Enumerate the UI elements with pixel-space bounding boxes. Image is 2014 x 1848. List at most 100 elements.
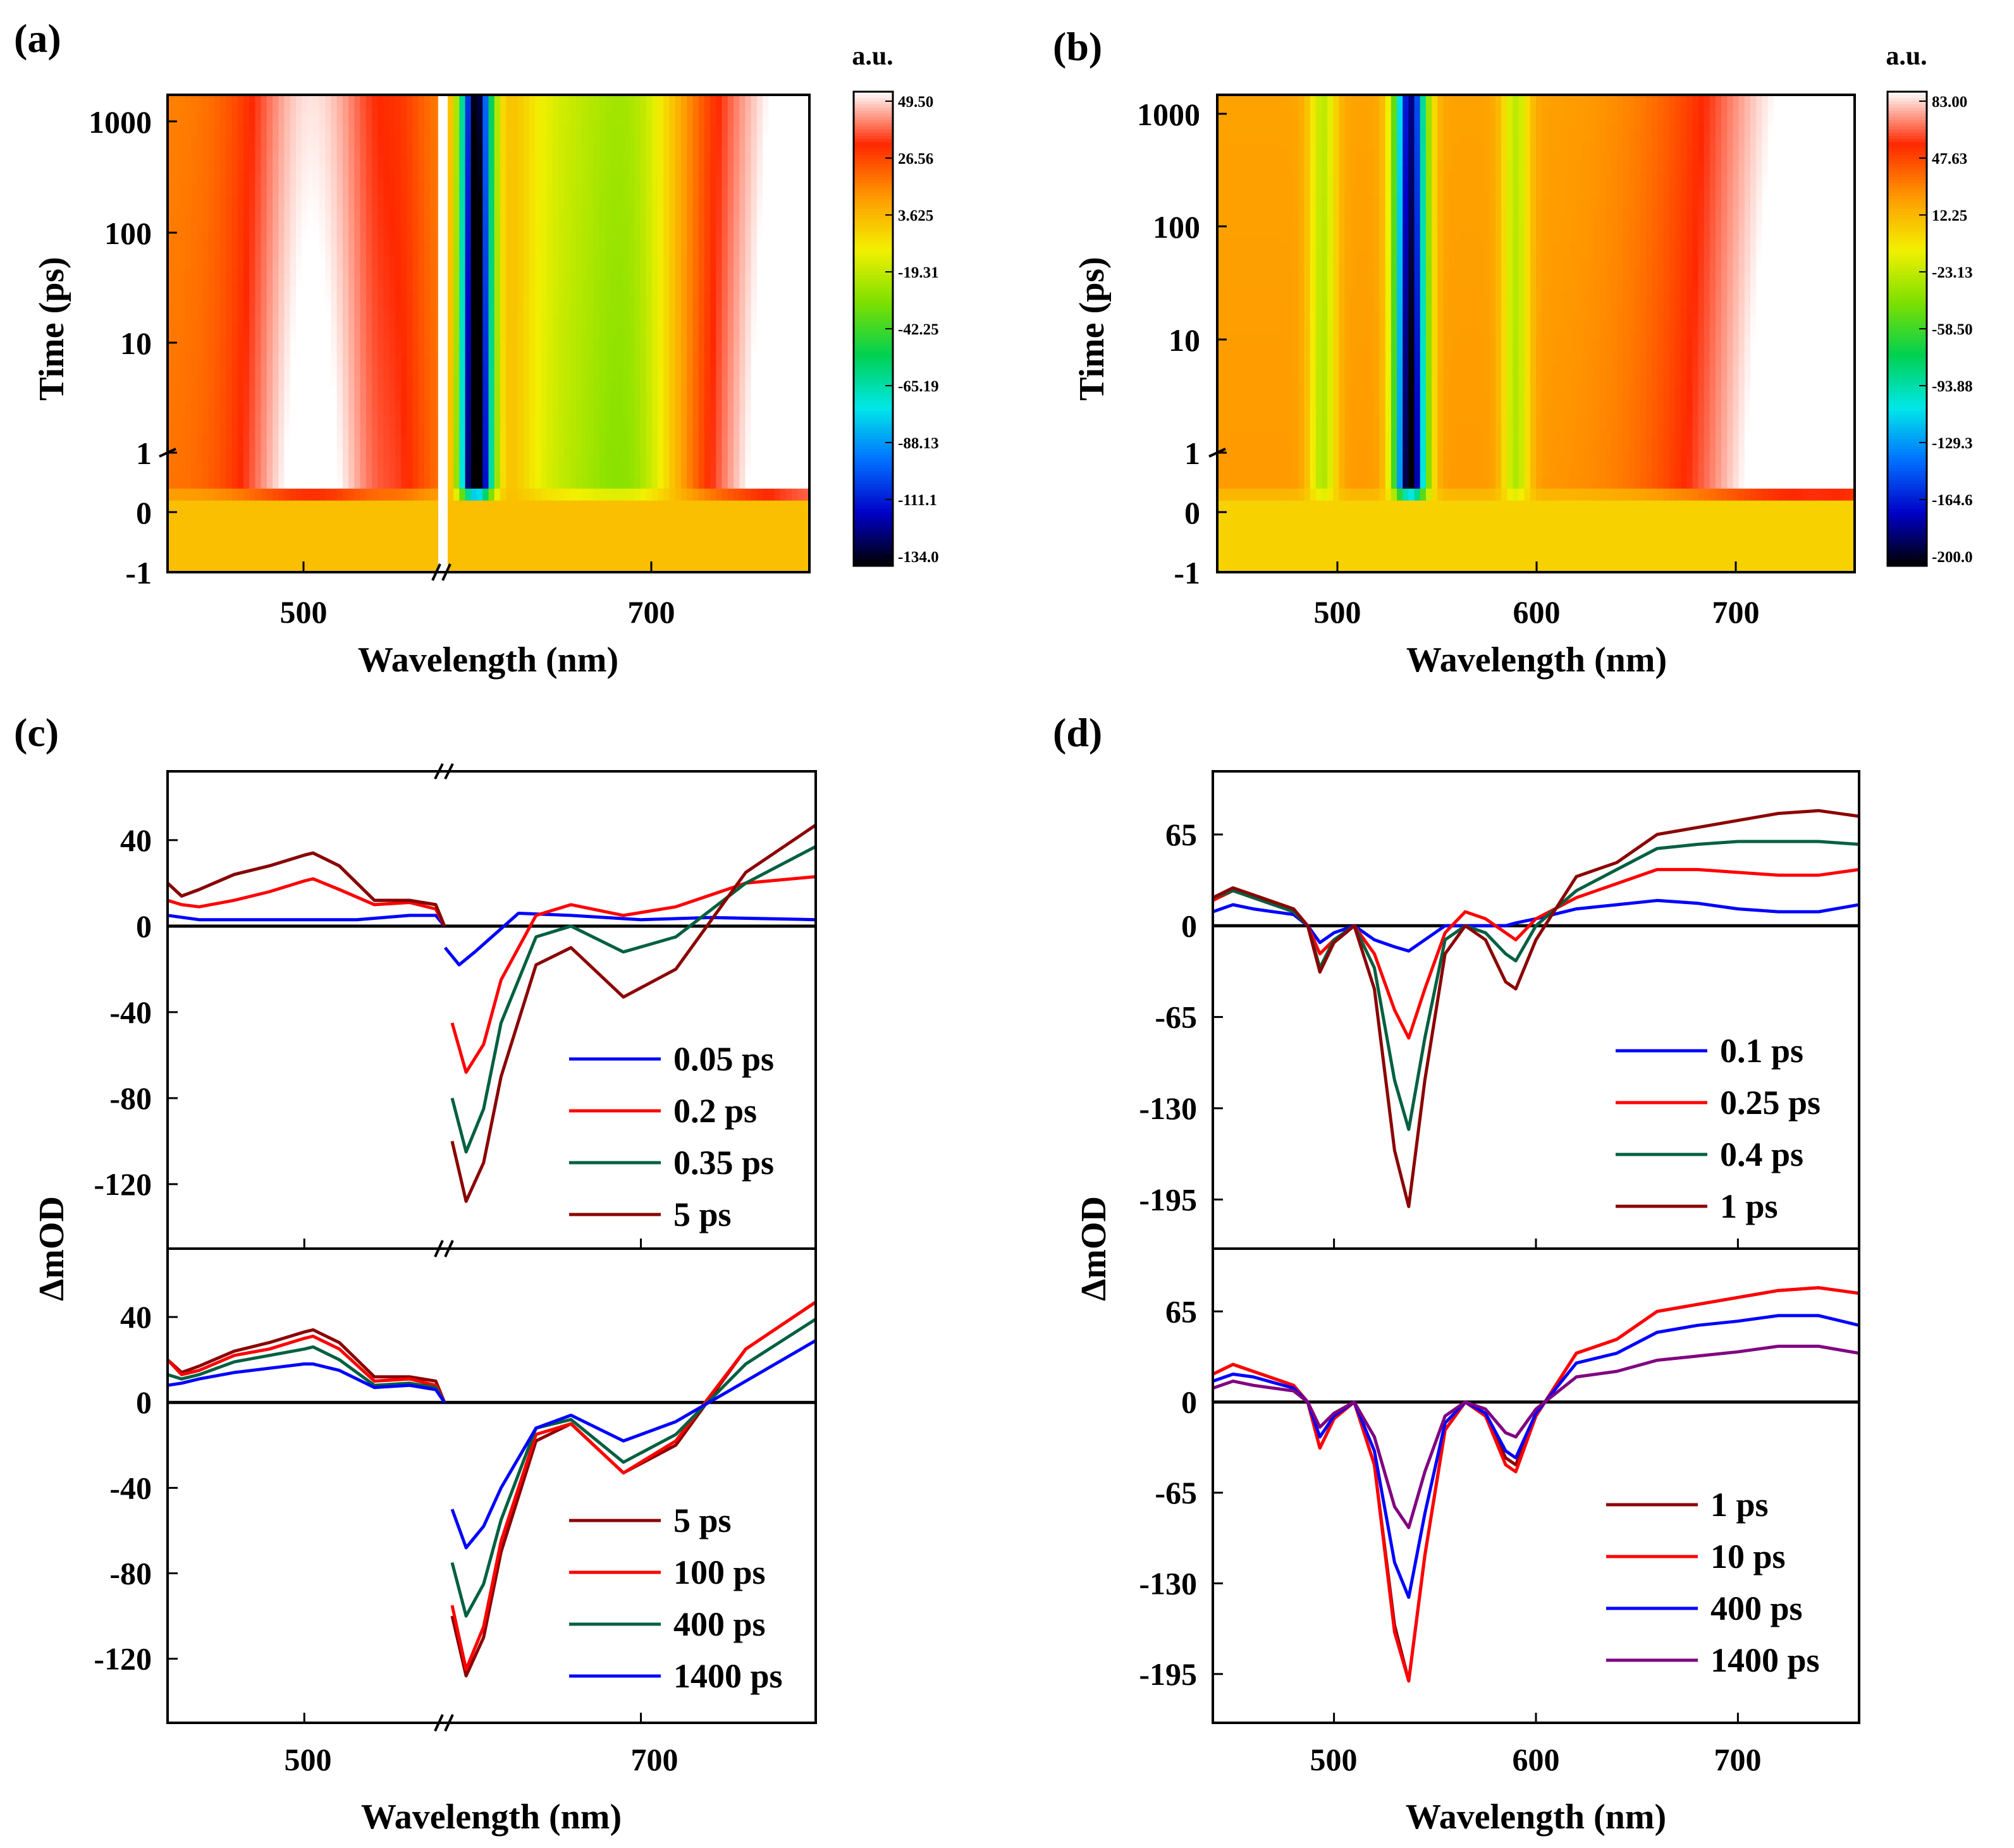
heatmap-cell <box>512 399 519 406</box>
heatmap-cell <box>465 321 472 328</box>
heatmap-cell <box>348 214 355 221</box>
heatmap-cell <box>237 393 244 400</box>
heatmap-cell <box>453 357 460 364</box>
heatmap-cell <box>447 482 454 489</box>
heatmap-cell <box>173 518 180 525</box>
heatmap-cell <box>208 101 215 107</box>
heatmap-cell <box>243 434 250 442</box>
heatmap-cell <box>529 148 536 156</box>
heatmap-cell <box>185 369 192 376</box>
heatmap-cell <box>261 243 267 251</box>
heatmap-cell <box>512 178 519 185</box>
heatmap-cell <box>226 506 233 513</box>
heatmap-cell <box>389 351 396 358</box>
heatmap-cell <box>202 465 209 472</box>
heatmap-cell <box>202 262 209 269</box>
heatmap-cell <box>477 429 484 436</box>
heatmap-cell <box>453 470 460 477</box>
heatmap-cell <box>360 411 367 418</box>
heatmap-cell <box>430 327 437 334</box>
heatmap-cell <box>500 255 507 263</box>
heatmap-cell <box>190 166 197 173</box>
heatmap-cell <box>168 327 175 334</box>
heatmap-cell <box>226 202 233 209</box>
heatmap-cell <box>512 220 519 227</box>
heatmap-cell <box>261 208 267 215</box>
heatmap-cell <box>214 446 221 454</box>
heatmap-cell <box>494 106 501 114</box>
heatmap-cell <box>302 351 309 358</box>
heatmap-cell <box>296 106 303 114</box>
heatmap-cell <box>202 494 209 501</box>
heatmap-cell <box>296 446 303 454</box>
heatmap-cell <box>208 554 215 561</box>
heatmap-cell <box>371 202 378 209</box>
heatmap-cell <box>517 113 524 119</box>
heatmap-cell <box>173 238 180 245</box>
heatmap-cell <box>266 101 273 107</box>
heatmap-cell <box>407 470 414 477</box>
heatmap-cell <box>214 542 221 549</box>
heatmap-cell <box>290 482 297 489</box>
heatmap-cell <box>255 250 262 257</box>
heatmap-cell <box>237 202 244 209</box>
heatmap-cell <box>319 172 326 179</box>
heatmap-cell <box>488 190 495 197</box>
heatmap-cell <box>325 333 332 340</box>
heatmap-cell <box>231 166 238 173</box>
heatmap-cell <box>202 446 209 454</box>
heatmap-cell <box>430 286 437 293</box>
heatmap-cell <box>331 369 338 376</box>
heatmap-cell <box>243 339 250 346</box>
heatmap-cell <box>378 262 384 269</box>
heatmap-cell <box>197 345 204 352</box>
heatmap-cell <box>255 160 262 168</box>
heatmap-cell <box>465 411 472 418</box>
heatmap-cell <box>360 399 367 406</box>
heatmap-cell <box>360 500 367 507</box>
heatmap-cell <box>307 399 314 406</box>
heatmap-cell <box>173 333 180 340</box>
heatmap-cell <box>517 172 524 179</box>
heatmap-cell <box>412 369 419 376</box>
heatmap-cell <box>190 148 197 156</box>
heatmap-cell <box>401 118 408 125</box>
heatmap-cell <box>407 500 414 507</box>
heatmap-cell <box>261 465 267 472</box>
heatmap-cell <box>331 488 338 496</box>
heatmap-cell <box>197 470 204 477</box>
heatmap-cell <box>494 130 501 137</box>
heatmap-cell <box>302 243 309 251</box>
heatmap-cell <box>459 500 466 507</box>
heatmap-cell <box>447 274 454 281</box>
heatmap-cell <box>296 399 303 406</box>
heatmap-cell <box>517 232 524 239</box>
heatmap-cell <box>284 154 291 161</box>
heatmap-cell <box>348 184 355 191</box>
heatmap-cell <box>202 411 209 418</box>
heatmap-cell <box>418 554 425 561</box>
heatmap-cell <box>266 488 273 496</box>
heatmap-cell <box>208 125 215 132</box>
heatmap-cell <box>185 226 192 233</box>
heatmap-cell <box>365 333 372 340</box>
heatmap-cell <box>482 351 489 358</box>
heatmap-cell <box>453 351 460 358</box>
heatmap-cell <box>190 542 197 549</box>
heatmap-cell <box>319 477 326 484</box>
heatmap-cell <box>348 208 355 215</box>
heatmap-cell <box>378 321 384 328</box>
heatmap-cell <box>342 512 349 519</box>
heatmap-cell <box>249 506 256 513</box>
heatmap-cell <box>407 506 414 513</box>
heatmap-cell <box>249 118 256 125</box>
heatmap-cell <box>284 226 291 233</box>
heatmap-cell <box>231 125 238 132</box>
heatmap-cell <box>407 548 414 555</box>
heatmap-cell <box>360 524 367 531</box>
heatmap-cell <box>365 470 372 477</box>
heatmap-cell <box>255 106 262 114</box>
heatmap-cell <box>500 524 507 531</box>
heatmap-cell <box>395 518 402 525</box>
heatmap-cell <box>173 106 180 114</box>
